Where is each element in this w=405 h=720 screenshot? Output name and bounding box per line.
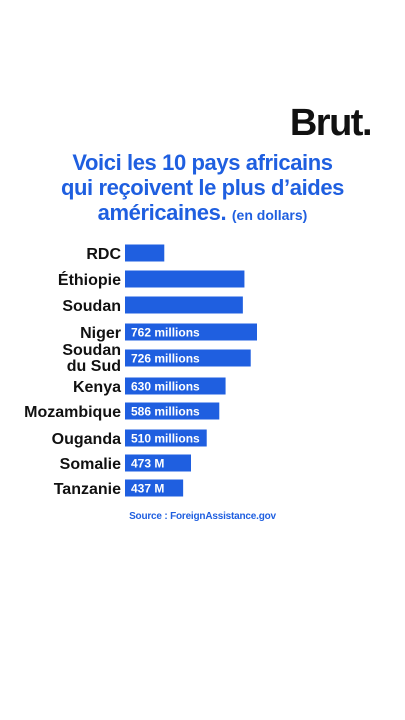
title-line-2: qui reçoivent le plus d’aides bbox=[60, 175, 345, 200]
value-label: 437 M bbox=[131, 482, 164, 496]
bar bbox=[125, 429, 207, 447]
category-label: Niger bbox=[80, 325, 121, 342]
value-label: 726 millions bbox=[131, 352, 200, 366]
bar bbox=[125, 349, 251, 367]
bar bbox=[125, 323, 257, 341]
value-label: 473 M bbox=[131, 457, 164, 471]
bar bbox=[125, 377, 226, 395]
brut-logo: Brut. bbox=[289, 102, 373, 144]
chart-title: Voici les 10 pays africains qui reçoiven… bbox=[20, 150, 385, 228]
category-label: Soudan bbox=[62, 298, 121, 315]
bar bbox=[125, 454, 191, 472]
source-note: Source : ForeignAssistance.gov bbox=[129, 511, 276, 522]
category-label: Soudan du Sud bbox=[62, 342, 121, 375]
bar bbox=[125, 270, 245, 288]
bar bbox=[125, 479, 184, 497]
title-line-3-text: américaines. bbox=[97, 200, 227, 225]
bar bbox=[125, 402, 220, 420]
bar bbox=[125, 296, 243, 314]
category-label: Kenya bbox=[73, 379, 121, 396]
category-label: RDC bbox=[86, 246, 121, 263]
category-label: Tanzanie bbox=[54, 481, 121, 498]
value-label: 762 millions bbox=[131, 326, 200, 340]
title-line-1: Voici les 10 pays africains bbox=[72, 150, 333, 175]
title-unit: (en dollars) bbox=[231, 207, 308, 223]
category-label: Mozambique bbox=[24, 404, 121, 421]
category-label: Somalie bbox=[60, 456, 121, 473]
bar bbox=[125, 244, 165, 262]
bar-chart: RDC Éthiopie Soudan Niger 762 millions Soudan… bbox=[24, 244, 257, 498]
value-label: 586 millions bbox=[131, 405, 200, 419]
category-label: Éthiopie bbox=[58, 270, 121, 289]
value-label: 630 millions bbox=[131, 380, 200, 394]
category-label: Ouganda bbox=[52, 431, 121, 448]
value-label: 510 millions bbox=[131, 432, 200, 446]
title-line-3: américaines. (en dollars) bbox=[20, 200, 385, 228]
